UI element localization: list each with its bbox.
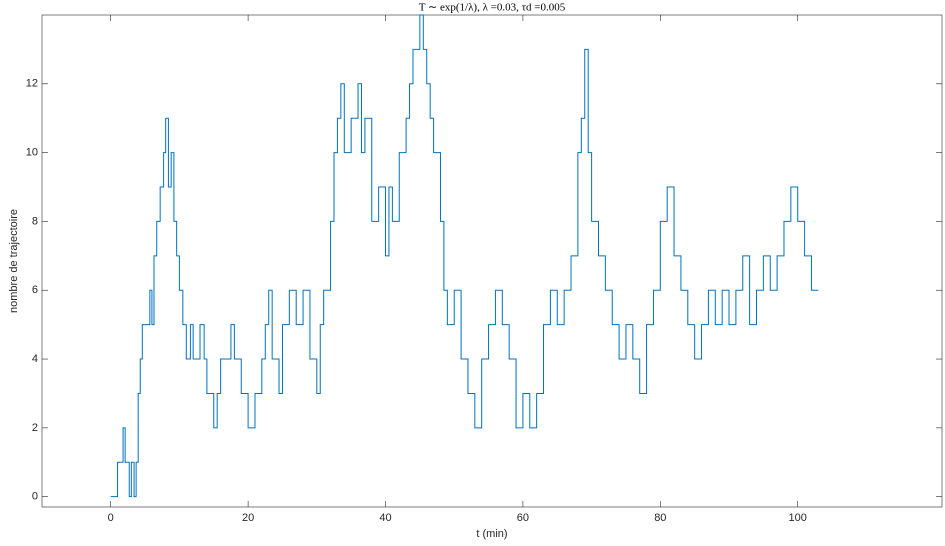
x-tick-label: 20 [242,512,254,524]
plot-area [41,14,943,508]
y-tick-label: 4 [32,353,38,365]
y-tick-label: 10 [26,147,38,159]
x-tick-label: 100 [789,512,807,524]
y-tick-label: 12 [26,78,38,90]
x-tick-label: 40 [379,512,391,524]
y-tick-label: 8 [32,215,38,227]
x-tick-label: 60 [517,512,529,524]
line [110,14,819,498]
x-tick-label: 0 [108,512,114,524]
x-tick-label: 80 [654,512,666,524]
y-tick-label: 6 [32,284,38,296]
y-tick-label: 2 [32,422,38,434]
chart-title: T ∼ exp(1/λ), λ =0.03, τd =0.005 [419,2,566,14]
y-tick-label: 0 [32,491,38,503]
x-axis-label: t (min) [476,528,507,540]
y-axis-label: nombre de trajectoire [8,209,20,313]
